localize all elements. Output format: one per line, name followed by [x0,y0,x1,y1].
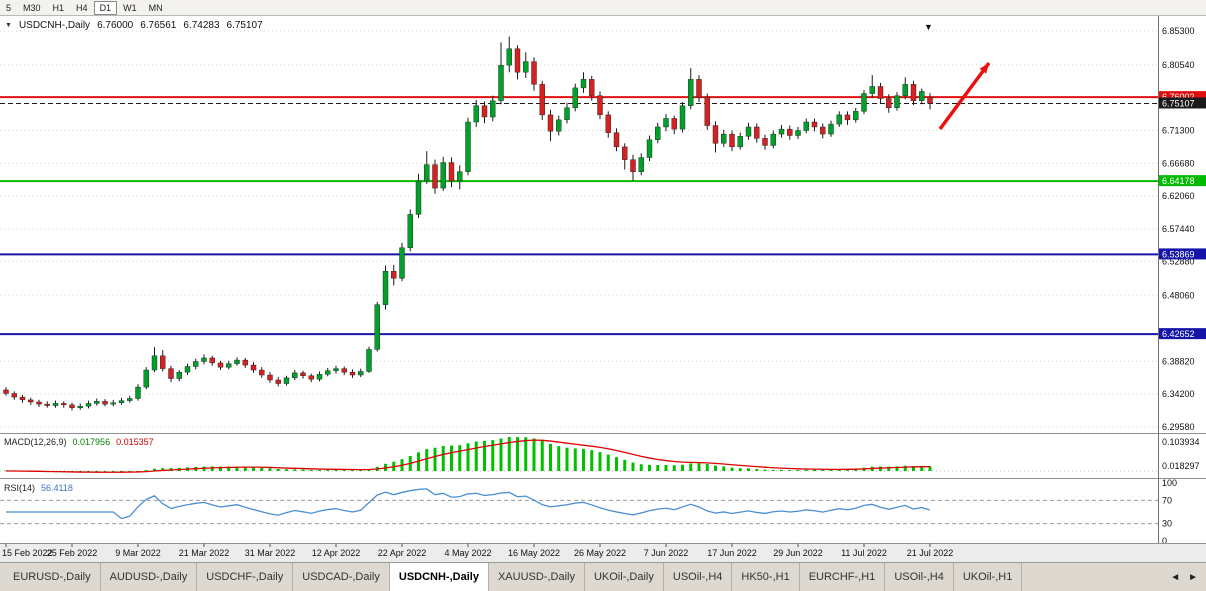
svg-text:12 Apr 2022: 12 Apr 2022 [312,548,361,558]
svg-text:11 Jul 2022: 11 Jul 2022 [841,548,887,558]
tab-eurchf-h1[interactable]: EURCHF-,H1 [800,563,886,591]
timeframe-button-5[interactable]: 5 [6,2,12,13]
top-marker-icon: ▼ [924,22,933,32]
svg-text:6.57440: 6.57440 [1162,224,1195,234]
svg-text:25 Feb 2022: 25 Feb 2022 [47,548,98,558]
svg-text:0.103934: 0.103934 [1162,437,1200,447]
svg-text:6.29580: 6.29580 [1162,422,1195,432]
timeframe-button-mn[interactable]: MN [148,2,163,13]
svg-text:6.64178: 6.64178 [1162,176,1195,186]
chart-collapse-icon[interactable]: ▼ [5,22,12,29]
svg-text:7 Jun 2022: 7 Jun 2022 [644,548,689,558]
pane-separators [0,16,1206,544]
macd-indicator-label: MACD(12,26,9) 0.017956 0.015357 [4,437,154,447]
svg-text:16 May 2022: 16 May 2022 [508,548,560,558]
svg-text:6.48060: 6.48060 [1162,291,1195,301]
timeframe-button-w1[interactable]: W1 [123,2,137,13]
svg-text:21 Mar 2022: 21 Mar 2022 [179,548,230,558]
rsi-indicator-label: RSI(14) 56.4118 [4,483,73,493]
svg-text:6.34200: 6.34200 [1162,389,1195,399]
svg-text:4 May 2022: 4 May 2022 [444,548,491,558]
svg-text:30: 30 [1162,519,1172,529]
trend-arrow-icon [979,63,989,74]
tab-usoil-h4[interactable]: USOil-,H4 [664,563,733,591]
rsi-value: 56.4118 [41,483,73,493]
ohlc-close: 6.75107 [226,20,263,31]
tab-audusd-daily[interactable]: AUDUSD-,Daily [101,563,198,591]
svg-text:15 Feb 2022: 15 Feb 2022 [2,548,53,558]
svg-text:100: 100 [1162,478,1177,488]
svg-text:6.53869: 6.53869 [1162,249,1195,259]
svg-text:70: 70 [1162,495,1172,505]
rsi-name: RSI(14) [4,483,36,493]
price-axis: 6.85300 6.80540 6.71300 6.66680 6.62060 6.574… [1162,26,1200,546]
svg-text:6.66680: 6.66680 [1162,158,1195,168]
macd-pane [0,437,1158,473]
timeframe-button-h4[interactable]: H4 [76,2,88,13]
grid-lines [0,30,1158,428]
scroll-tabs-left-icon[interactable]: ◄ [1170,571,1181,583]
tab-usoil-h4[interactable]: USOil-,H4 [885,563,954,591]
tab-usdcnh-daily[interactable]: USDCNH-,Daily [389,563,489,591]
candles-series [3,36,933,411]
svg-text:6.85300: 6.85300 [1162,26,1195,36]
ohlc-high: 6.76561 [140,20,177,31]
svg-text:21 Jul 2022: 21 Jul 2022 [907,548,954,558]
timeframe-toolbar: 5 M30 H1 H4 D1 W1 MN [0,0,1206,16]
svg-text:31 Mar 2022: 31 Mar 2022 [245,548,296,558]
tab-scroll-controls: ◄ ► [1162,563,1206,591]
svg-text:22 Apr 2022: 22 Apr 2022 [378,548,427,558]
svg-text:0: 0 [1162,536,1167,546]
tab-hk50-h1[interactable]: HK50-,H1 [732,563,800,591]
chart-symbol-title: USDCNH-,Daily [18,20,91,31]
macd-name: MACD(12,26,9) [4,437,67,447]
svg-text:17 Jun 2022: 17 Jun 2022 [707,548,757,558]
chart-annotations: ▼ [924,22,991,131]
tab-eurusd-daily[interactable]: EURUSD-,Daily [4,563,101,591]
rsi-pane [0,488,1158,525]
svg-text:6.62060: 6.62060 [1162,191,1195,201]
svg-text:6.71300: 6.71300 [1162,126,1195,136]
svg-text:6.42652: 6.42652 [1162,329,1195,339]
timeframe-button-h1[interactable]: H1 [52,2,65,13]
svg-text:0.018297: 0.018297 [1162,461,1200,471]
svg-text:29 Jun 2022: 29 Jun 2022 [773,548,823,558]
svg-text:26 May 2022: 26 May 2022 [574,548,626,558]
price-chart[interactable]: 6.85300 6.80540 6.71300 6.66680 6.62060 6.574… [0,16,1206,562]
macd-signal-value: 0.015357 [116,437,154,447]
svg-text:9 Mar 2022: 9 Mar 2022 [115,548,161,558]
timeframe-button-d1[interactable]: D1 [93,0,118,15]
tab-usdchf-daily[interactable]: USDCHF-,Daily [197,563,294,591]
macd-main-value: 0.017956 [72,437,111,447]
chart-header: ▼ USDCNH-,Daily 6.76000 6.76561 6.74283 … [5,20,263,31]
tab-xauusd-daily[interactable]: XAUUSD-,Daily [489,563,585,591]
tab-ukoil-daily[interactable]: UKOil-,Daily [585,563,664,591]
scroll-tabs-right-icon[interactable]: ► [1188,571,1198,583]
ohlc-open: 6.76000 [97,20,134,31]
timeframe-button-m30[interactable]: M30 [23,2,41,13]
svg-text:6.75107: 6.75107 [1162,98,1195,108]
svg-text:6.80540: 6.80540 [1162,60,1195,70]
ohlc-low: 6.74283 [183,20,220,31]
tab-ukoil-h1[interactable]: UKOil-,H1 [954,563,1023,591]
tab-usdcad-daily[interactable]: USDCAD-,Daily [293,563,390,591]
svg-text:6.76002: 6.76002 [1162,92,1195,102]
svg-text:6.38820: 6.38820 [1162,356,1195,366]
svg-text:6.52880: 6.52880 [1162,256,1195,266]
chart-tab-bar: EURUSD-,Daily AUDUSD-,Daily USDCHF-,Daily U… [0,562,1206,591]
